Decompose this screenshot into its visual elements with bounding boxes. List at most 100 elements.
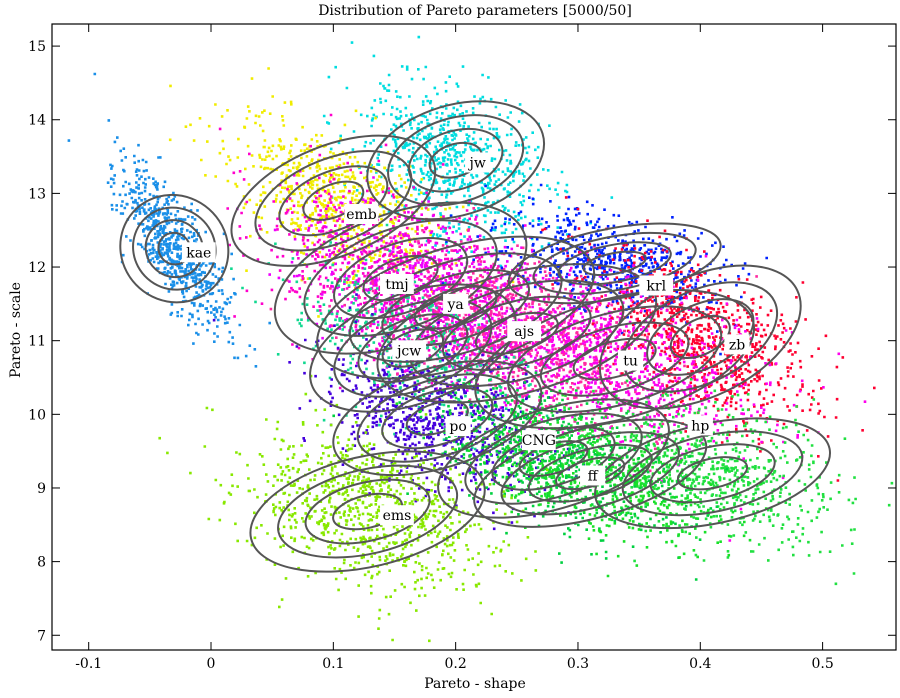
series-labels-layer: kae jw emb tmj ya ajs jcw krl zb tu hp po CNG ff ems: [181, 152, 750, 526]
contour-ring: [409, 279, 625, 388]
x-tick-label: -0.1: [75, 656, 102, 672]
contour-ems: [249, 450, 486, 573]
y-tick-label: 14: [28, 113, 46, 129]
contour-ring: [428, 141, 483, 179]
series-label-kae: kae: [181, 242, 216, 263]
series-label-jw: jw: [465, 152, 491, 173]
series-label-zb: zb: [724, 334, 750, 355]
contour-ring: [119, 193, 230, 304]
contour-ring: [273, 201, 528, 355]
contour-ring: [405, 400, 469, 436]
series-label-box: [521, 430, 556, 451]
series-label-text: zb: [729, 337, 745, 353]
series-label-box: [724, 334, 750, 355]
y-tick-label: 13: [28, 186, 46, 202]
series-marker-path-krl: [441, 183, 768, 356]
y-tick-label: 15: [28, 39, 46, 55]
contour-ring: [254, 150, 413, 252]
contour-ring: [557, 241, 672, 286]
contour-ring: [676, 456, 749, 491]
series-label-text: tu: [623, 354, 638, 370]
y-tick-label: 8: [37, 555, 46, 571]
contour-ring: [332, 492, 404, 531]
series-label-box: [617, 350, 644, 371]
series-label-krl: krl: [639, 275, 674, 296]
contour-tmj: [273, 201, 528, 355]
series-label-text: jcw: [395, 343, 421, 359]
x-tick-label: 0.5: [811, 656, 833, 672]
series-label-box: [392, 340, 427, 361]
series-label-text: kae: [186, 245, 211, 261]
contour-ring: [474, 311, 559, 355]
series-label-box: [445, 416, 471, 437]
contour-ring: [572, 337, 657, 381]
series-label-box: [580, 465, 606, 486]
series-label-ff: ff: [580, 465, 606, 486]
series-points-ems: [158, 374, 549, 643]
series-marker-path-ems: [158, 374, 549, 643]
x-tick-label: 0.1: [322, 656, 344, 672]
series-label-ems: ems: [380, 505, 414, 526]
contour-ring: [507, 222, 722, 305]
x-axis-title: Pareto - shape: [424, 676, 526, 692]
contour-ring: [381, 328, 445, 368]
series-label-box: [380, 273, 414, 294]
contour-jw: [366, 100, 546, 221]
series-label-box: [507, 321, 542, 342]
y-tick-label: 9: [37, 481, 46, 497]
contour-ring: [500, 431, 680, 516]
series-label-emb: emb: [344, 204, 379, 225]
series-label-hp: hp: [687, 415, 713, 436]
contour-ring: [332, 359, 543, 477]
contour-ring: [473, 418, 708, 528]
series-label-box: [687, 415, 713, 436]
contour-ring: [333, 237, 469, 320]
y-tick-label: 7: [37, 628, 46, 644]
contour-emb: [230, 134, 437, 267]
contour-ring: [333, 298, 493, 398]
contour-po: [332, 359, 543, 477]
series-label-text: hp: [691, 418, 709, 434]
series-label-cng: CNG: [521, 430, 556, 451]
contour-ring: [507, 305, 723, 413]
contour-ring: [304, 478, 431, 545]
series-label-box: [639, 275, 674, 296]
series-label-text: jw: [468, 155, 486, 171]
contour-ring: [669, 314, 731, 360]
contour-ring: [309, 283, 517, 413]
x-tick-label: 0.4: [689, 656, 711, 672]
x-tick-label: 0.2: [445, 656, 467, 672]
contour-ring: [132, 206, 217, 291]
contour-ring: [277, 464, 459, 559]
contour-ring: [278, 165, 389, 237]
contour-ring: [381, 386, 494, 450]
series-points-hp: [497, 362, 894, 586]
series-label-text: krl: [646, 278, 666, 294]
series-label-tu: tu: [617, 350, 644, 371]
contour-ring: [376, 263, 658, 404]
series-label-text: tmj: [385, 277, 408, 293]
series-label-box: [344, 204, 379, 225]
series-label-text: emb: [346, 207, 377, 223]
contour-ring: [249, 450, 486, 573]
contour-ring: [582, 250, 647, 277]
contour-ring: [555, 456, 626, 491]
contour-ring: [357, 313, 469, 383]
contour-ring: [302, 180, 365, 221]
contour-ring: [366, 100, 546, 221]
y-axis-title: Pareto - scale: [8, 282, 24, 378]
y-tick-label: 10: [28, 407, 46, 423]
series-label-po: po: [445, 416, 471, 437]
series-label-box: [443, 293, 469, 314]
series-label-text: ya: [447, 297, 464, 313]
contour-ring: [622, 281, 779, 393]
contour-ring: [303, 219, 498, 337]
contour-ring: [356, 373, 518, 463]
series-label-box: [380, 505, 414, 526]
contour-jcw: [309, 283, 517, 413]
contour-krl: [507, 222, 722, 305]
contour-tu: [474, 288, 756, 430]
y-tick-label: 12: [28, 260, 46, 276]
series-label-box: [465, 152, 491, 173]
